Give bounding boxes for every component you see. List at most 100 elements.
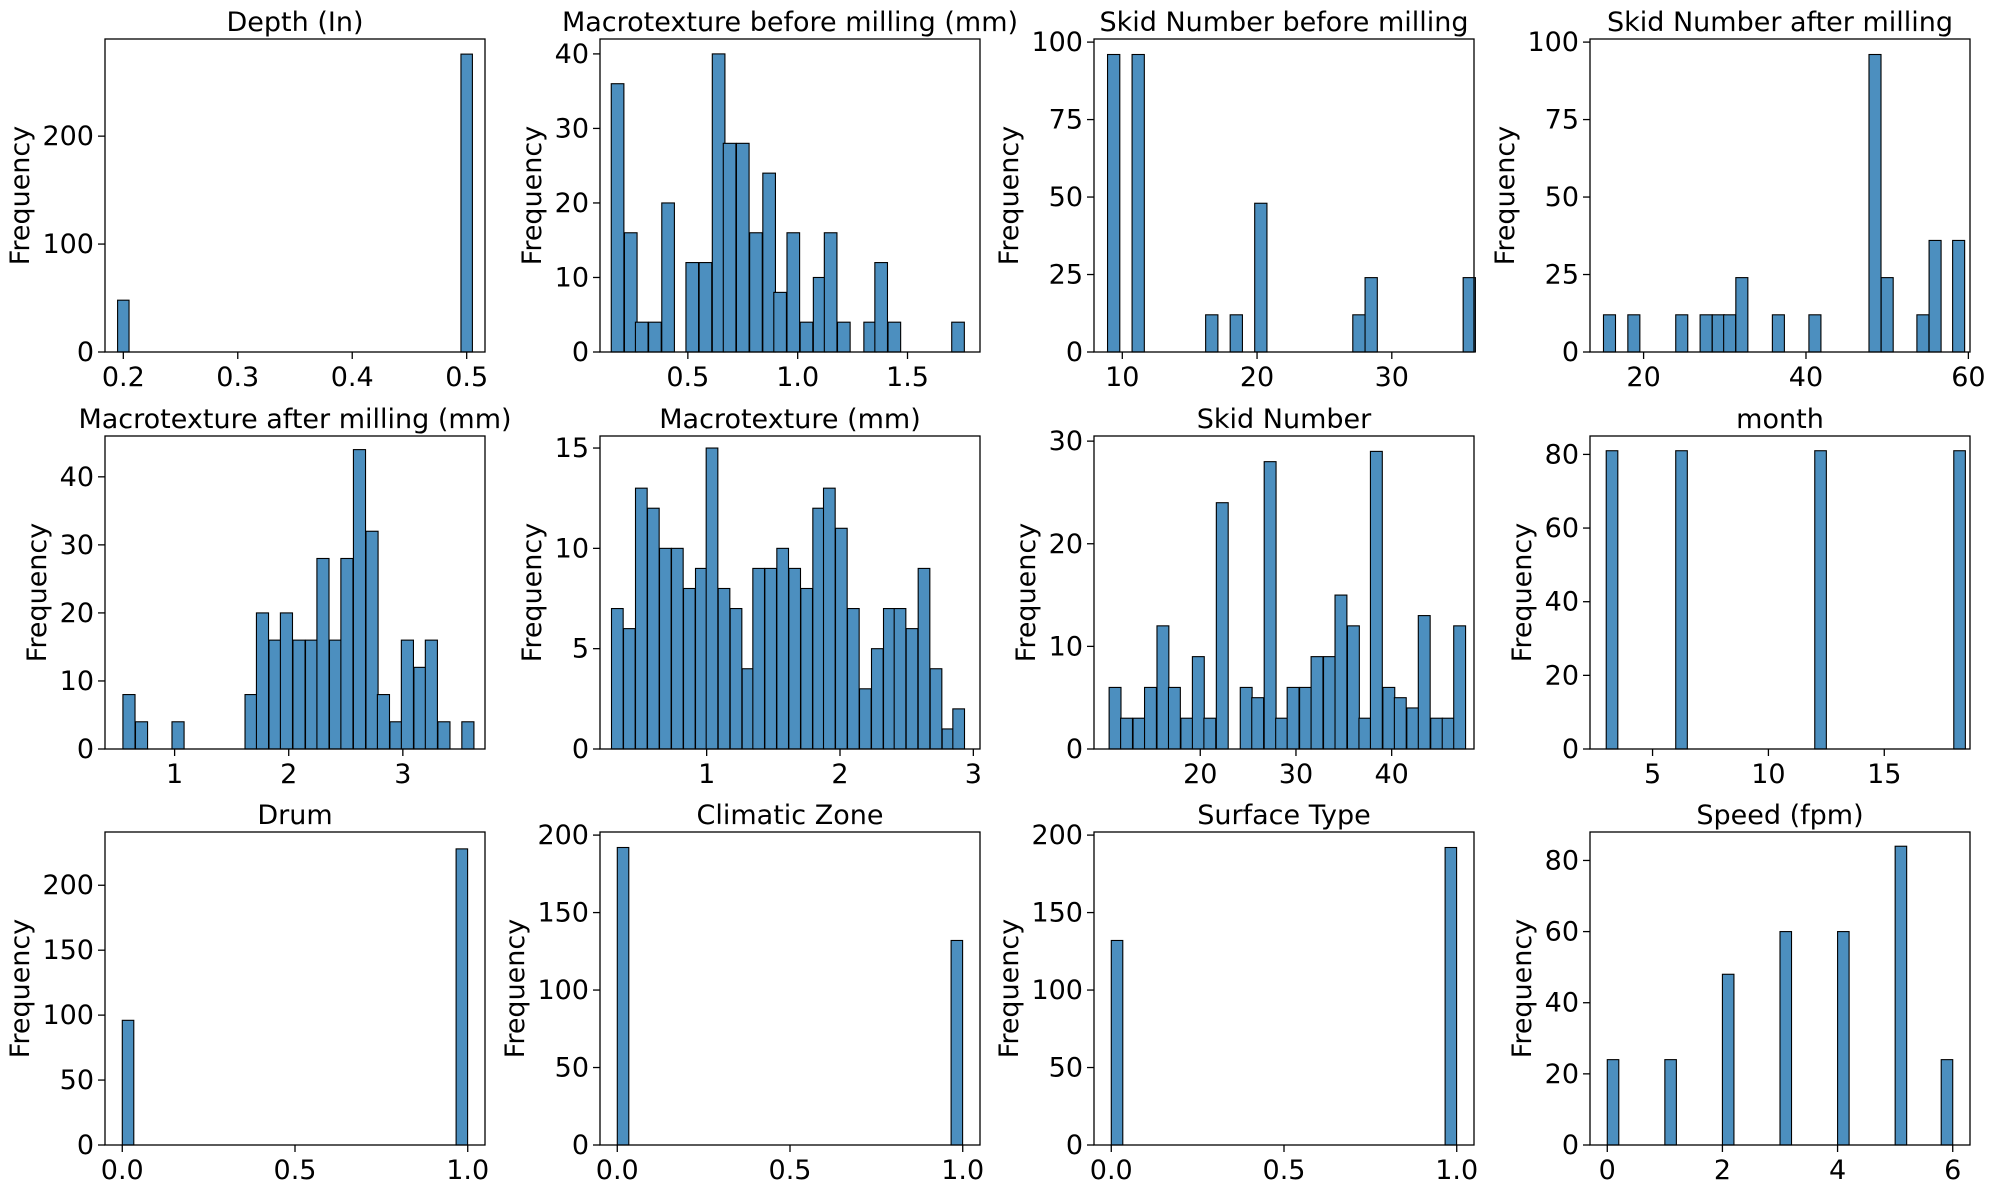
histogram-bar xyxy=(1180,717,1194,750)
histogram-bar xyxy=(698,262,713,353)
histogram-bar xyxy=(1167,686,1181,750)
x-tick-label: 1.0 xyxy=(1435,1155,1478,1186)
chart-title: Speed (fpm) xyxy=(1696,800,1863,831)
histogram-bar xyxy=(1880,277,1894,353)
y-tick-label: 60 xyxy=(1545,917,1579,948)
y-axis-label: Frequency xyxy=(1507,523,1538,663)
y-tick-label: 25 xyxy=(1049,260,1083,291)
histogram-bar xyxy=(661,202,675,353)
chart-title: Skid Number before milling xyxy=(1099,7,1468,38)
histogram-bar xyxy=(1254,202,1268,353)
histogram-bar xyxy=(1369,450,1383,750)
chart-title: Drum xyxy=(257,800,332,831)
histogram-bar xyxy=(1868,53,1882,353)
histogram-bar xyxy=(268,639,282,750)
histogram-bar xyxy=(1131,53,1145,353)
chart-month: 5 10 15 0 20 40 60 80 month Frequency xyxy=(1507,404,1971,790)
y-tick-label: 30 xyxy=(1049,426,1083,457)
y-tick-label: 200 xyxy=(1031,820,1083,851)
histogram-bar xyxy=(1286,686,1300,750)
x-tick-label: 6 xyxy=(1944,1155,1961,1186)
chart-title: Depth (In) xyxy=(227,7,364,38)
chart-title: month xyxy=(1736,404,1824,435)
y-tick-label: 100 xyxy=(1527,27,1579,58)
x-tick-label: 1.5 xyxy=(886,362,929,393)
histogram-bar xyxy=(1156,625,1170,750)
histogram-bar xyxy=(658,547,672,750)
histogram-bar xyxy=(846,607,860,750)
y-tick-label: 0 xyxy=(1562,1130,1579,1161)
y-tick-label: 20 xyxy=(60,598,94,629)
y-tick-label: 0 xyxy=(572,337,589,368)
y-tick-label: 0 xyxy=(1562,734,1579,765)
histogram-bar xyxy=(1928,239,1942,353)
y-tick-label: 0 xyxy=(77,734,94,765)
x-tick-label: 4 xyxy=(1829,1155,1846,1186)
histogram-bar xyxy=(1453,625,1467,750)
x-tick-label: 15 xyxy=(1867,759,1901,790)
histogram-bar xyxy=(834,527,848,750)
histogram-bar xyxy=(616,846,630,1146)
x-tick-label: 0.0 xyxy=(596,1155,639,1186)
histogram-bar xyxy=(1675,314,1689,353)
histogram-bar xyxy=(244,694,258,750)
histogram-bar xyxy=(1358,717,1372,750)
histogram-bar xyxy=(610,607,624,750)
histogram-bar xyxy=(1346,625,1360,750)
y-tick-label: 100 xyxy=(42,229,94,260)
x-tick-label: 1 xyxy=(698,759,715,790)
histogram-bar xyxy=(1430,717,1444,750)
histogram-bar xyxy=(455,848,469,1146)
x-tick-label: 0.0 xyxy=(1090,1155,1133,1186)
plot-frame xyxy=(1093,435,1475,750)
histogram-bar xyxy=(870,648,884,750)
histogram-bar xyxy=(882,607,896,750)
histogram-bar xyxy=(1627,314,1641,353)
histogram-bar xyxy=(634,487,648,750)
y-tick-label: 5 xyxy=(572,634,589,665)
histogram-bar xyxy=(389,721,403,750)
y-tick-label: 15 xyxy=(555,433,589,464)
histogram-bar xyxy=(800,587,814,750)
histogram-bar xyxy=(1441,717,1455,750)
histogram-bar xyxy=(1814,450,1827,750)
chart-title: Skid Number xyxy=(1197,404,1372,435)
histogram-bar xyxy=(905,628,919,750)
y-tick-label: 10 xyxy=(555,533,589,564)
histogram-bar xyxy=(1108,686,1122,750)
plot-frame xyxy=(104,831,486,1146)
histogram-bar xyxy=(1263,461,1277,750)
histogram-bar xyxy=(316,557,330,750)
histogram-bar xyxy=(1916,314,1930,353)
y-axis-label: Frequency xyxy=(1011,523,1042,663)
histogram-bar xyxy=(717,587,731,750)
chart-title: Macrotexture after milling (mm) xyxy=(78,404,511,435)
histogram-bar xyxy=(292,639,306,750)
y-tick-label: 75 xyxy=(1545,105,1579,136)
y-axis-label: Frequency xyxy=(1507,919,1538,1059)
y-axis-label: Frequency xyxy=(500,919,531,1059)
x-tick-label: 0.5 xyxy=(1263,1155,1306,1186)
histogram-bar xyxy=(1952,239,1966,353)
histogram-bar xyxy=(1143,686,1157,750)
histogram-bar xyxy=(1605,450,1619,750)
histogram-bar xyxy=(1417,615,1431,750)
y-tick-label: 10 xyxy=(1049,631,1083,662)
x-tick-label: 2 xyxy=(280,759,297,790)
histogram-bar xyxy=(729,607,743,750)
histogram-bar xyxy=(1251,697,1265,750)
histogram-bar xyxy=(1205,314,1219,353)
x-tick-label: 10 xyxy=(1105,362,1139,393)
histogram-bar xyxy=(705,447,719,750)
y-tick-label: 20 xyxy=(1545,660,1579,691)
x-tick-label: 2 xyxy=(831,759,848,790)
histogram-bar xyxy=(460,53,473,353)
y-axis-label: Frequency xyxy=(517,126,548,266)
y-tick-label: 200 xyxy=(42,870,94,901)
y-tick-label: 50 xyxy=(1545,182,1579,213)
histogram-bar xyxy=(722,142,737,353)
y-tick-label: 0 xyxy=(1066,1130,1083,1161)
histogram-bar xyxy=(1771,314,1785,353)
